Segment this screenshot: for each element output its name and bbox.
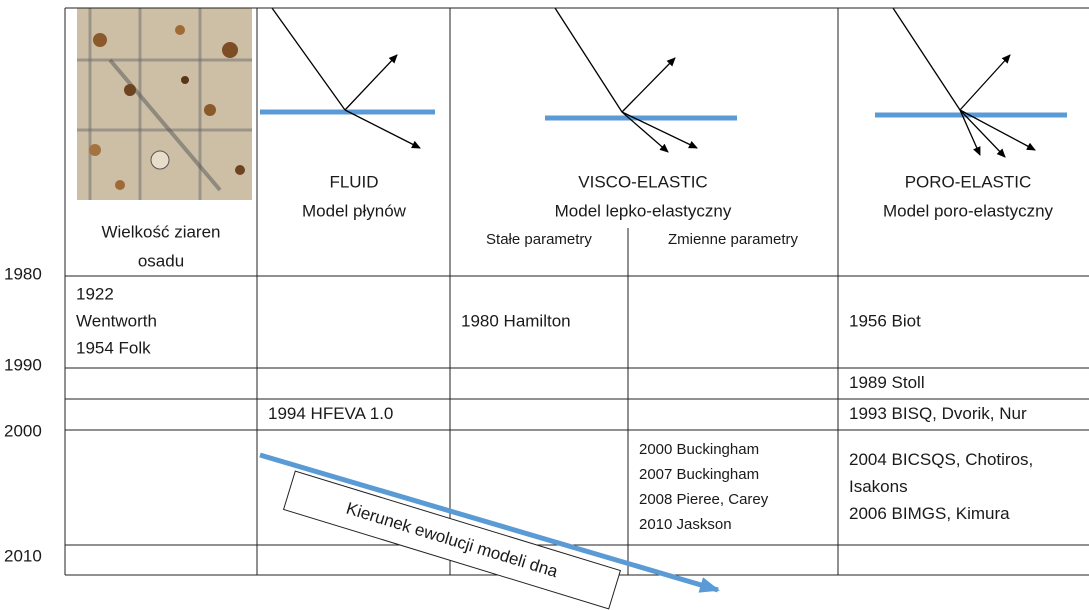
header-text: VISCO-ELASTIC <box>578 172 707 191</box>
cell-text: 2007 Buckingham <box>639 466 759 483</box>
sub-header: Zmienne parametry <box>668 231 799 248</box>
year-label: 1990 <box>4 355 42 374</box>
cell-text: 1922 <box>76 284 114 303</box>
sub-header: Stałe parametry <box>486 231 592 248</box>
cell-text: 2006 BIMGS, Kimura <box>849 504 1010 523</box>
poro-icon <box>875 7 1067 158</box>
header-text: PORO-ELASTIC <box>905 172 1032 191</box>
cell-text: Wentworth <box>76 311 157 330</box>
cell-text: Isakons <box>849 477 908 496</box>
cell-text: 1989 Stoll <box>849 373 925 392</box>
cell-text: 1980 Hamilton <box>461 311 571 330</box>
year-label: 2000 <box>4 421 42 440</box>
sediment-photo <box>77 8 252 200</box>
fluid-icon <box>260 7 435 149</box>
cell-text: 2000 Buckingham <box>639 441 759 458</box>
year-label: 1980 <box>4 264 42 283</box>
visco-icon <box>545 7 737 153</box>
header-text: osadu <box>138 251 184 270</box>
cell-text: 1994 HFEVA 1.0 <box>268 404 393 423</box>
cell-text: 1993 BISQ, Dvorik, Nur <box>849 404 1027 423</box>
cell-text: 2010 Jaskson <box>639 516 732 533</box>
header-text: Model poro-elastyczny <box>883 201 1054 220</box>
cell-text: 1956 Biot <box>849 311 921 330</box>
cell-text: 1954 Folk <box>76 338 151 357</box>
cell-text: 2004 BICSQS, Chotiros, <box>849 450 1033 469</box>
year-label: 2010 <box>4 546 42 565</box>
table-grid <box>64 7 1089 576</box>
evolution-arrow <box>259 452 720 593</box>
header-text: Model płynów <box>302 201 407 220</box>
header-text: FLUID <box>329 172 378 191</box>
header-text: Wielkość ziaren <box>101 222 220 241</box>
arrow-label-box: Kierunek ewolucji modeli dna <box>282 470 622 610</box>
cell-text: 2008 Pieree, Carey <box>639 491 769 508</box>
header-text: Model lepko-elastyczny <box>555 201 732 220</box>
